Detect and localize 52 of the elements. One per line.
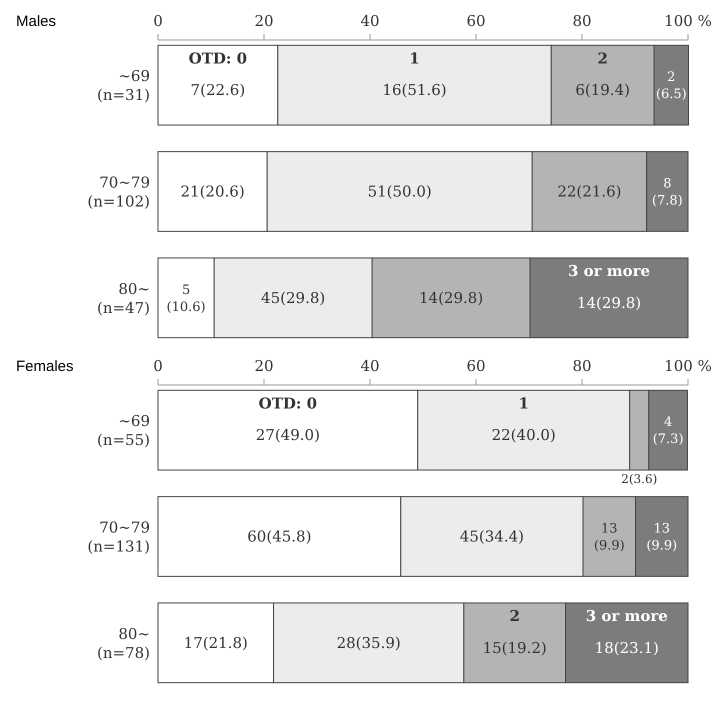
y-tick-label: 70∼79 (n=131) xyxy=(87,518,150,556)
data-label: 18(23.1) xyxy=(594,638,659,657)
series-label: OTD: 0 xyxy=(188,49,248,68)
series-label: 2 xyxy=(597,49,608,68)
x-tick-label: 60 xyxy=(466,357,486,375)
data-label: 51(50.0) xyxy=(368,182,432,200)
data-label: 2(6.5) xyxy=(656,70,687,102)
data-label: 22(40.0) xyxy=(492,426,556,444)
x-tick-label: 80 xyxy=(572,357,592,375)
series-label: 3 or more xyxy=(568,262,650,280)
y-tick-label: 80∼ (n=47) xyxy=(96,280,150,317)
data-label: 17(21.8) xyxy=(184,634,248,652)
data-label: 16(51.6) xyxy=(382,81,447,100)
data-label: 4(7.3) xyxy=(652,415,684,448)
data-label: 22(21.6) xyxy=(557,182,622,200)
x-tick-label: 20 xyxy=(254,357,274,375)
y-tick-label: ∼69 (n=31) xyxy=(96,67,150,104)
x-tick-label: 40 xyxy=(360,357,380,375)
y-tick-label: 70∼79 (n=102) xyxy=(87,174,150,210)
data-label: 8(7.8) xyxy=(652,176,683,208)
series-label: 1 xyxy=(518,394,529,412)
series-label: 3 or more xyxy=(586,606,668,625)
x-tick-label: 60 xyxy=(466,12,486,30)
y-tick-label: 80∼ (n=78) xyxy=(96,624,150,662)
series-label: 1 xyxy=(409,49,420,68)
x-tick-label: 0 xyxy=(153,357,163,375)
series-label: 2 xyxy=(509,606,520,625)
data-label: 21(20.6) xyxy=(180,182,245,200)
data-label: 28(35.9) xyxy=(336,634,401,652)
series-label: OTD: 0 xyxy=(258,394,318,412)
data-label: 5(10.6) xyxy=(166,282,206,315)
x-tick-label: 40 xyxy=(360,12,380,30)
data-label: 27(49.0) xyxy=(256,426,320,444)
data-label: 7(22.6) xyxy=(190,81,246,100)
data-label: 60(45.8) xyxy=(247,528,312,546)
data-label: 6(19.4) xyxy=(575,81,630,100)
data-label: 2(3.6) xyxy=(621,472,658,486)
data-label: 14(29.8) xyxy=(418,288,484,307)
data-label: 45(29.8) xyxy=(261,288,326,307)
data-label: 13(9.9) xyxy=(646,522,678,554)
y-tick-label: ∼69 (n=55) xyxy=(96,412,150,450)
x-tick-label: 80 xyxy=(572,12,592,30)
data-label: 13(9.9) xyxy=(594,522,625,554)
x-tick-label: 100 % xyxy=(664,357,712,375)
x-tick-label: 20 xyxy=(254,12,274,30)
data-label: 14(29.8) xyxy=(576,294,642,312)
text: Males xyxy=(16,13,56,30)
data-label: 15(19.2) xyxy=(482,638,547,657)
data-label: 45(34.4) xyxy=(460,528,524,546)
chart-title: Females xyxy=(16,358,74,375)
x-tick-label: 0 xyxy=(153,12,163,30)
x-tick-label: 100 % xyxy=(664,12,712,30)
